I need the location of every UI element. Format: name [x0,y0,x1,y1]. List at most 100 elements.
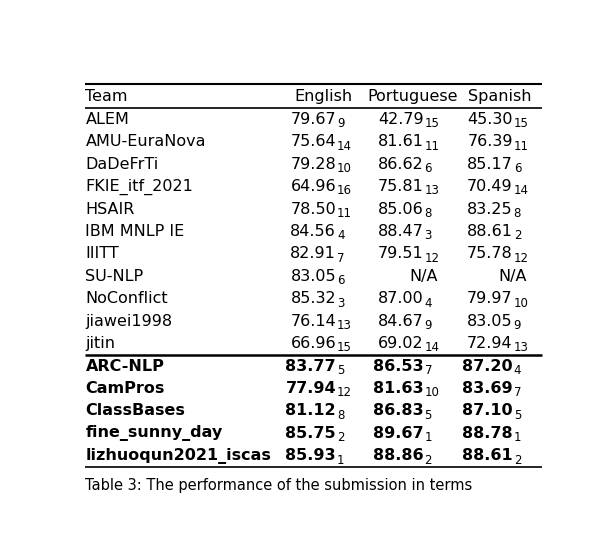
Text: Spanish: Spanish [468,89,532,104]
Text: 88.61: 88.61 [462,448,513,463]
Text: ARC-NLP: ARC-NLP [85,358,164,374]
Text: N/A: N/A [499,269,527,284]
Text: IBM MNLP IE: IBM MNLP IE [85,224,185,239]
Text: 14: 14 [337,139,352,153]
Text: 85.17: 85.17 [467,157,513,172]
Text: 2: 2 [514,454,521,466]
Text: 11: 11 [514,139,529,153]
Text: 1: 1 [424,431,432,444]
Text: 79.67: 79.67 [291,112,336,127]
Text: 85.06: 85.06 [378,202,424,217]
Text: 81.63: 81.63 [373,381,424,396]
Text: NoConflict: NoConflict [85,291,168,306]
Text: IIITT: IIITT [85,246,119,262]
Text: 84.67: 84.67 [378,314,424,329]
Text: SU-NLP: SU-NLP [85,269,143,284]
Text: 2: 2 [514,229,521,242]
Text: 66.96: 66.96 [291,336,336,351]
Text: Table 3: The performance of the submission in terms: Table 3: The performance of the submissi… [85,478,472,493]
Text: 87.00: 87.00 [378,291,424,306]
Text: 82.91: 82.91 [290,246,336,262]
Text: 14: 14 [424,342,440,354]
Text: jitin: jitin [85,336,116,351]
Text: 86.62: 86.62 [378,157,424,172]
Text: 5: 5 [424,409,432,422]
Text: 6: 6 [424,162,432,175]
Text: 1: 1 [337,454,345,466]
Text: 85.32: 85.32 [291,291,336,306]
Text: 15: 15 [514,117,528,130]
Text: 11: 11 [424,139,440,153]
Text: 88.86: 88.86 [373,448,424,463]
Text: 85.93: 85.93 [286,448,336,463]
Text: 85.75: 85.75 [286,426,336,441]
Text: 4: 4 [424,297,432,310]
Text: fine_sunny_day: fine_sunny_day [85,425,223,441]
Text: 88.47: 88.47 [378,224,424,239]
Text: 8: 8 [337,409,344,422]
Text: 16: 16 [337,184,352,198]
Text: 83.77: 83.77 [286,358,336,374]
Text: 3: 3 [337,297,344,310]
Text: 76.14: 76.14 [291,314,336,329]
Text: 42.79: 42.79 [378,112,424,127]
Text: 7: 7 [514,386,521,399]
Text: ClassBases: ClassBases [85,403,185,418]
Text: lizhuoqun2021_iscas: lizhuoqun2021_iscas [85,447,271,464]
Text: 78.50: 78.50 [291,202,336,217]
Text: 87.10: 87.10 [462,403,513,418]
Text: 79.97: 79.97 [467,291,513,306]
Text: jiawei1998: jiawei1998 [85,314,173,329]
Text: 77.94: 77.94 [286,381,336,396]
Text: 6: 6 [337,274,345,287]
Text: 83.25: 83.25 [467,202,513,217]
Text: 13: 13 [424,184,440,198]
Text: 13: 13 [337,319,352,332]
Text: 86.83: 86.83 [373,403,424,418]
Text: 15: 15 [337,342,352,354]
Text: 12: 12 [337,386,352,399]
Text: N/A: N/A [409,269,438,284]
Text: AMU-EuraNova: AMU-EuraNova [85,134,206,150]
Text: 6: 6 [514,162,521,175]
Text: 83.05: 83.05 [467,314,513,329]
Text: 88.61: 88.61 [467,224,513,239]
Text: 75.78: 75.78 [467,246,513,262]
Text: 86.53: 86.53 [373,358,424,374]
Text: 64.96: 64.96 [291,179,336,194]
Text: 81.12: 81.12 [286,403,336,418]
Text: 12: 12 [514,252,529,265]
Text: 15: 15 [424,117,440,130]
Text: 10: 10 [337,162,352,175]
Text: ALEM: ALEM [85,112,130,127]
Text: 7: 7 [424,364,432,377]
Text: 8: 8 [424,207,432,220]
Text: 13: 13 [514,342,528,354]
Text: 2: 2 [337,431,345,444]
Text: 72.94: 72.94 [467,336,513,351]
Text: DaDeFrTi: DaDeFrTi [85,157,159,172]
Text: 69.02: 69.02 [378,336,424,351]
Text: 75.64: 75.64 [291,134,336,150]
Text: HSAIR: HSAIR [85,202,135,217]
Text: 70.49: 70.49 [467,179,513,194]
Text: 7: 7 [337,252,345,265]
Text: 5: 5 [337,364,344,377]
Text: Team: Team [85,89,128,104]
Text: 75.81: 75.81 [378,179,424,194]
Text: 9: 9 [424,319,432,332]
Text: 83.69: 83.69 [462,381,513,396]
Text: 2: 2 [424,454,432,466]
Text: 11: 11 [337,207,352,220]
Text: 4: 4 [514,364,521,377]
Text: 76.39: 76.39 [468,134,513,150]
Text: FKIE_itf_2021: FKIE_itf_2021 [85,179,193,195]
Text: 5: 5 [514,409,521,422]
Text: Portuguese: Portuguese [368,89,458,104]
Text: 10: 10 [424,386,440,399]
Text: 83.05: 83.05 [291,269,336,284]
Text: 81.61: 81.61 [378,134,424,150]
Text: 10: 10 [514,297,528,310]
Text: 3: 3 [424,229,432,242]
Text: 84.56: 84.56 [291,224,336,239]
